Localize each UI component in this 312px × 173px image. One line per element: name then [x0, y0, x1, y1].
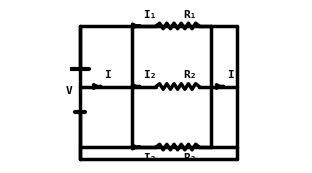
Text: I: I — [227, 70, 234, 80]
Text: R₃: R₃ — [183, 153, 196, 163]
Text: V: V — [65, 86, 72, 96]
Text: R₂: R₂ — [183, 70, 196, 80]
Text: I₃: I₃ — [143, 153, 157, 163]
Text: R₁: R₁ — [183, 10, 196, 20]
Text: I₁: I₁ — [143, 10, 157, 20]
Text: I: I — [104, 70, 111, 80]
Text: I₂: I₂ — [143, 70, 157, 80]
